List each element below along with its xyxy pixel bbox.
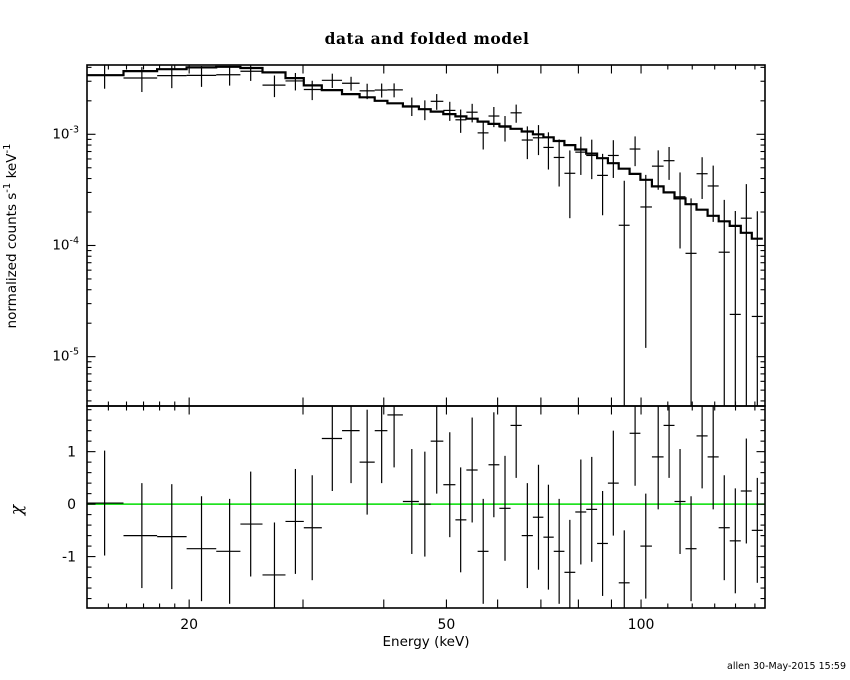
- chi-tick-label: 1: [67, 445, 76, 461]
- y-tick-label-power: 10-4: [52, 235, 79, 253]
- chi-tick-label: -1: [62, 550, 76, 566]
- residual-points-bottom: [87, 406, 763, 608]
- y-axis-label-top: normalized counts s-1 keV-1: [2, 144, 20, 329]
- y-tick-label-power: 10-5: [52, 347, 79, 365]
- top-panel-frame: [86, 64, 766, 407]
- x-tick-label: 100: [628, 617, 655, 633]
- x-tick-label: 50: [438, 617, 456, 633]
- chi-tick-label: 0: [67, 497, 76, 513]
- x-axis-label: Energy (keV): [383, 634, 470, 650]
- data-points-top: [87, 65, 763, 406]
- folded-model-line: [87, 65, 763, 240]
- plot-timestamp: allen 30-May-2015 15:59: [727, 661, 846, 672]
- plot-area: 20 50 100 10-3 10-4 10-5 1 0 -1: [52, 64, 766, 633]
- chart-title: data and folded model: [325, 29, 530, 48]
- y-tick-label-power: 10-3: [52, 124, 79, 142]
- x-tick-label: 20: [180, 617, 198, 633]
- bottom-panel-frame: [86, 405, 766, 609]
- y-axis-label-bottom: χ: [7, 503, 27, 516]
